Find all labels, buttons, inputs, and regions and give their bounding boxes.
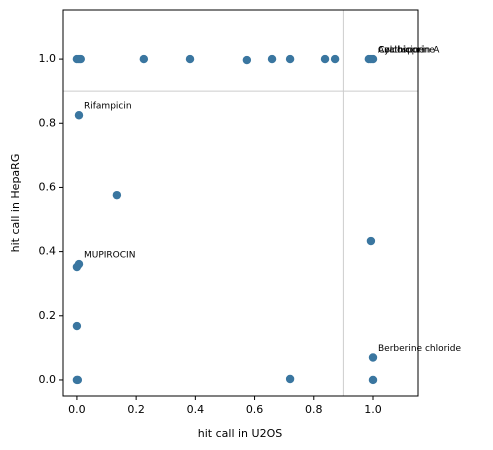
y-axis-label: hit call in HepaRG [9,154,22,253]
point [74,111,84,120]
x-tick-label: 0.4 [187,403,205,416]
point [73,375,83,385]
x-tick-label: 1.0 [364,403,382,416]
x-tick-label: 0.2 [127,403,145,416]
y-tick-label: 0.2 [39,309,57,322]
annotation: Colchicine [378,46,425,56]
point [76,54,85,64]
x-tick-label: 0.0 [68,403,86,416]
point [366,236,376,246]
point [330,54,340,64]
point [72,321,82,331]
y-tick-label: 1.0 [39,52,57,65]
x-tick-label: 0.8 [305,403,323,416]
annotation: Rifampicin [84,102,132,112]
point [74,259,84,269]
annotation: Cyclosporin A [378,46,440,56]
point [368,54,378,64]
annotation: Azathioprine [378,46,435,56]
plot-frame [62,9,419,397]
y-tick-label: 0.4 [39,245,57,258]
annotation: MUPIROCIN [84,251,135,261]
point [285,54,295,64]
point [368,375,378,385]
point [267,54,277,64]
point [285,374,295,384]
point [320,54,330,64]
x-tick-label: 0.6 [246,403,264,416]
point [185,54,195,64]
annotation: Berberine chloride [378,344,462,354]
point [242,55,252,65]
y-tick-label: 0.0 [39,373,57,386]
point [368,353,378,362]
x-axis-label: hit call in U2OS [198,427,282,440]
y-tick-label: 0.8 [39,116,57,129]
point [139,54,149,64]
y-tick-label: 0.6 [39,180,57,193]
point [112,190,122,200]
